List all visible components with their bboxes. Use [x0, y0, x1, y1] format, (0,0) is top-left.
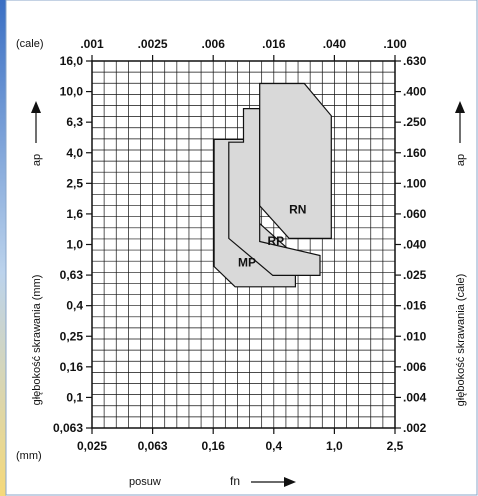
y-right-tick-label: .010: [403, 329, 427, 343]
y-left-tick-label: 0,16: [60, 360, 84, 374]
x-axis-arrow: [251, 477, 296, 487]
y-left-tick-label: 0,1: [66, 390, 83, 404]
decorative-sidebar-stripe: [0, 0, 6, 496]
chart-axes: 0,025 0,063 0,16 0,4 1,0 2,5 .001 .0025 .006 .016…: [53, 37, 427, 453]
y-axis-symbol-left: ap: [31, 154, 43, 166]
y-axis-title-right: głębokość skrawania (cale): [455, 274, 467, 407]
x-top-tick-label: .006: [202, 37, 226, 51]
chart-labels: (cale) (mm) posuw fn głębokość skrawania…: [16, 38, 467, 488]
y-right-tick-label: .060: [403, 207, 427, 221]
chart-frame: [5, 0, 478, 496]
x-top-tick-label: .001: [80, 37, 104, 51]
x-bottom-tick-label: 0,063: [138, 439, 168, 453]
x-top-tick-label: .100: [383, 37, 407, 51]
y-left-tick-label: 16,0: [60, 54, 84, 68]
y-right-tick-label: .100: [403, 176, 427, 190]
y-left-tick-label: 10,0: [60, 85, 84, 99]
series-label-rp: RP: [267, 234, 284, 248]
y-right-tick-label: .160: [403, 146, 427, 160]
y-right-tick-label: .250: [403, 115, 427, 129]
y-axis-title-left: głębokość skrawania (mm): [31, 275, 43, 406]
y-left-tick-label: 0,063: [53, 421, 83, 435]
y-axis-symbol-right: ap: [455, 154, 467, 166]
series-label-rn: RN: [289, 203, 306, 217]
y-left-tick-label: 6,3: [66, 115, 83, 129]
series-label-mp: MP: [238, 256, 256, 270]
x-axis-symbol: fn: [230, 474, 240, 488]
x-bottom-tick-label: 0,025: [77, 439, 107, 453]
y-left-tick-label: 1,0: [66, 238, 83, 252]
y-left-tick-label: 0,63: [60, 268, 84, 282]
top-unit-label: (cale): [16, 38, 44, 50]
x-axis-title: posuw: [129, 476, 161, 488]
y-left-tick-label: 0,4: [66, 299, 83, 313]
y-right-tick-label: .006: [403, 360, 427, 374]
x-top-tick-label: .040: [323, 37, 347, 51]
series-area-rn: [259, 82, 332, 239]
x-top-tick-label: .016: [262, 37, 286, 51]
x-bottom-tick-label: 2,5: [387, 439, 404, 453]
x-bottom-tick-label: 1,0: [326, 439, 343, 453]
chart-series-areas: MP RP RN: [213, 82, 332, 288]
x-bottom-tick-label: 0,4: [265, 439, 282, 453]
y-left-tick-label: 0,25: [60, 329, 84, 343]
y-right-tick-label: .025: [403, 268, 427, 282]
x-top-tick-label: .0025: [138, 37, 168, 51]
y-right-tick-label: .004: [403, 390, 427, 404]
y-right-tick-label: .040: [403, 238, 427, 252]
y-left-tick-label: 1,6: [66, 207, 83, 221]
bottom-unit-label: (mm): [16, 450, 42, 462]
y-right-tick-label: .400: [403, 85, 427, 99]
y-left-tick-label: 4,0: [66, 146, 83, 160]
y-axis-arrow-right: [455, 101, 465, 143]
y-right-tick-label: .002: [403, 421, 427, 435]
y-left-tick-label: 2,5: [66, 176, 83, 190]
y-right-tick-label: .630: [403, 54, 427, 68]
x-bottom-tick-label: 0,16: [202, 439, 226, 453]
y-axis-arrow-left: [31, 101, 41, 143]
y-right-tick-label: .016: [403, 299, 427, 313]
